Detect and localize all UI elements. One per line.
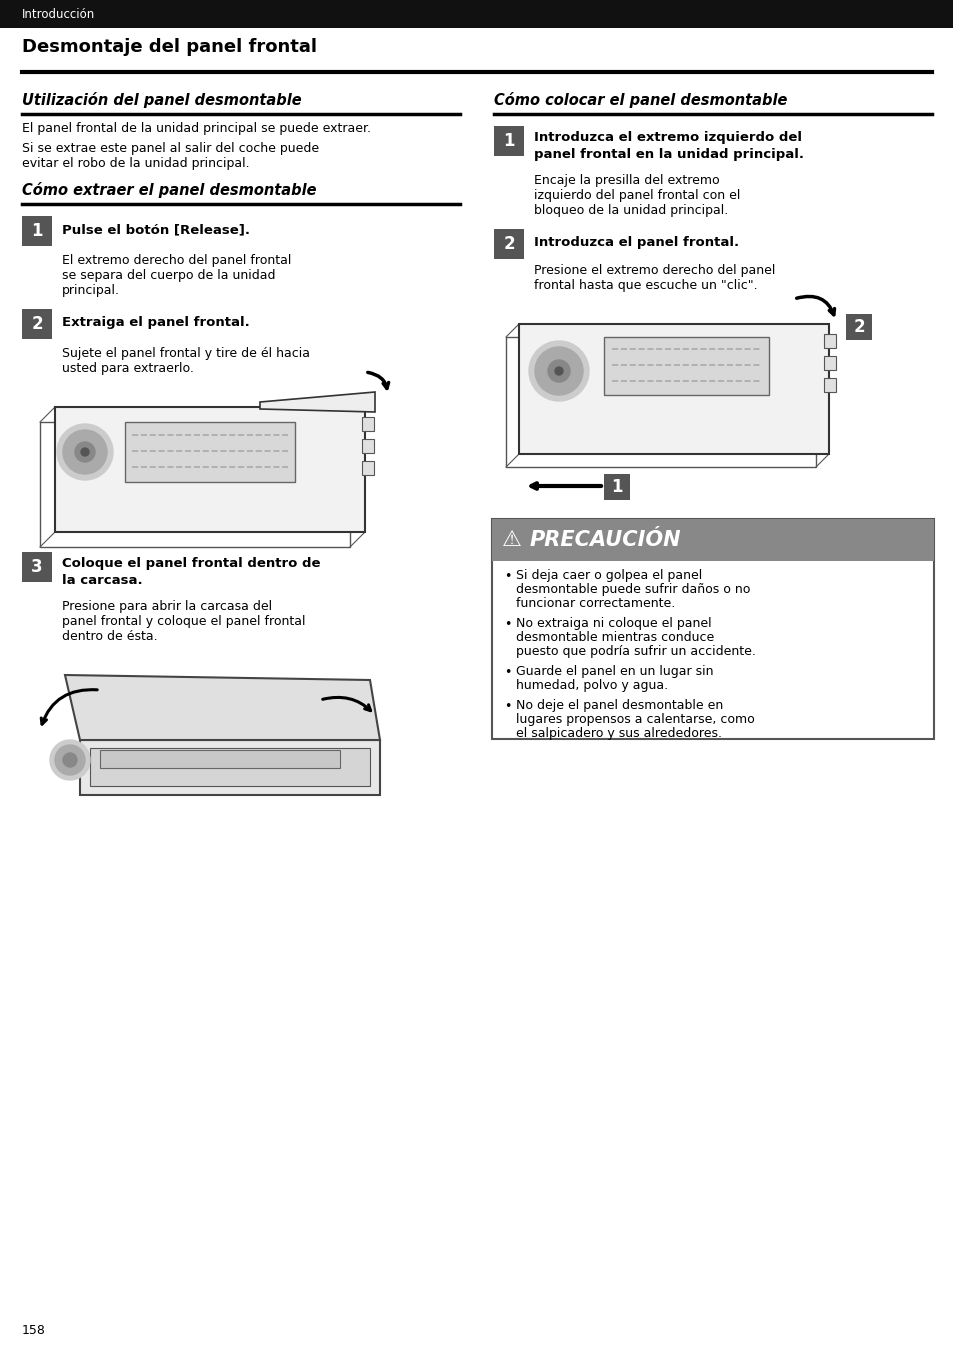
Circle shape <box>81 448 89 456</box>
Text: lugares propensos a calentarse, como: lugares propensos a calentarse, como <box>516 713 754 726</box>
Text: 1: 1 <box>503 132 515 150</box>
Text: PRECAUCIÓN: PRECAUCIÓN <box>530 530 680 550</box>
Circle shape <box>75 442 95 462</box>
Text: Guarde el panel en un lugar sin: Guarde el panel en un lugar sin <box>516 665 713 677</box>
Bar <box>80 740 379 795</box>
Text: bloqueo de la unidad principal.: bloqueo de la unidad principal. <box>534 204 727 218</box>
Text: funcionar correctamente.: funcionar correctamente. <box>516 598 675 610</box>
Bar <box>518 324 828 454</box>
Text: Presione el extremo derecho del panel: Presione el extremo derecho del panel <box>534 264 775 277</box>
Bar <box>0 0 953 28</box>
Text: desmontable puede sufrir daños o no: desmontable puede sufrir daños o no <box>516 583 750 596</box>
Text: Cómo extraer el panel desmontable: Cómo extraer el panel desmontable <box>22 183 316 197</box>
Bar <box>494 126 523 155</box>
Text: 1: 1 <box>611 479 622 496</box>
Polygon shape <box>260 392 375 412</box>
Circle shape <box>57 425 112 480</box>
Text: Desmontaje del panel frontal: Desmontaje del panel frontal <box>22 38 316 55</box>
Text: Extraiga el panel frontal.: Extraiga el panel frontal. <box>62 316 250 329</box>
Circle shape <box>555 366 562 375</box>
Text: Utilización del panel desmontable: Utilización del panel desmontable <box>22 92 301 108</box>
Text: principal.: principal. <box>62 284 120 297</box>
Bar <box>90 748 370 786</box>
Text: Sujete el panel frontal y tire de él hacia: Sujete el panel frontal y tire de él hac… <box>62 347 310 360</box>
Text: •: • <box>503 667 511 679</box>
Bar <box>100 750 339 768</box>
Text: evitar el robo de la unidad principal.: evitar el robo de la unidad principal. <box>22 157 250 170</box>
Text: frontal hasta que escuche un "clic".: frontal hasta que escuche un "clic". <box>534 279 757 292</box>
Text: 1: 1 <box>31 222 43 241</box>
Text: •: • <box>503 700 511 713</box>
Text: 158: 158 <box>22 1324 46 1337</box>
Bar <box>603 337 768 395</box>
Bar <box>361 439 374 453</box>
Bar <box>823 356 835 370</box>
Text: El panel frontal de la unidad principal se puede extraer.: El panel frontal de la unidad principal … <box>22 122 371 135</box>
Bar <box>361 461 374 475</box>
Polygon shape <box>65 675 379 740</box>
Text: Coloque el panel frontal dentro de: Coloque el panel frontal dentro de <box>62 557 320 571</box>
Text: 3: 3 <box>31 558 43 576</box>
Text: panel frontal en la unidad principal.: panel frontal en la unidad principal. <box>534 147 803 161</box>
Text: Si deja caer o golpea el panel: Si deja caer o golpea el panel <box>516 569 701 581</box>
Text: Introduzca el panel frontal.: Introduzca el panel frontal. <box>534 237 739 249</box>
Text: la carcasa.: la carcasa. <box>62 575 143 587</box>
Bar <box>823 334 835 347</box>
Text: Encaje la presilla del extremo: Encaje la presilla del extremo <box>534 174 719 187</box>
Text: desmontable mientras conduce: desmontable mientras conduce <box>516 631 714 644</box>
Circle shape <box>535 347 582 395</box>
Text: •: • <box>503 618 511 631</box>
Bar <box>40 422 350 548</box>
Text: Introduzca el extremo izquierdo del: Introduzca el extremo izquierdo del <box>534 131 801 145</box>
Circle shape <box>529 341 588 402</box>
Text: el salpicadero y sus alrededores.: el salpicadero y sus alrededores. <box>516 727 721 740</box>
Bar <box>22 216 52 246</box>
Text: ⚠: ⚠ <box>501 530 521 550</box>
Bar <box>505 337 815 466</box>
Text: Pulse el botón [Release].: Pulse el botón [Release]. <box>62 223 250 237</box>
Circle shape <box>50 740 90 780</box>
Text: 2: 2 <box>502 235 515 253</box>
Text: Si se extrae este panel al salir del coche puede: Si se extrae este panel al salir del coc… <box>22 142 319 155</box>
Bar <box>492 519 933 740</box>
Text: puesto que podría sufrir un accidente.: puesto que podría sufrir un accidente. <box>516 645 755 658</box>
Text: panel frontal y coloque el panel frontal: panel frontal y coloque el panel frontal <box>62 615 305 627</box>
Bar <box>55 407 365 531</box>
Bar <box>492 519 933 561</box>
Text: •: • <box>503 571 511 583</box>
Text: No extraiga ni coloque el panel: No extraiga ni coloque el panel <box>516 617 711 630</box>
Text: se separa del cuerpo de la unidad: se separa del cuerpo de la unidad <box>62 269 275 283</box>
Text: Cómo colocar el panel desmontable: Cómo colocar el panel desmontable <box>494 92 786 108</box>
Text: Presione para abrir la carcasa del: Presione para abrir la carcasa del <box>62 600 272 612</box>
Bar <box>22 310 52 339</box>
Text: izquierdo del panel frontal con el: izquierdo del panel frontal con el <box>534 189 740 201</box>
Bar <box>603 475 629 500</box>
Text: El extremo derecho del panel frontal: El extremo derecho del panel frontal <box>62 254 291 266</box>
Bar <box>494 228 523 260</box>
Text: dentro de ésta.: dentro de ésta. <box>62 630 157 644</box>
Bar <box>823 379 835 392</box>
Bar <box>361 416 374 431</box>
Bar <box>22 552 52 581</box>
Circle shape <box>55 745 85 775</box>
Text: humedad, polvo y agua.: humedad, polvo y agua. <box>516 679 667 692</box>
Circle shape <box>547 360 569 383</box>
Bar <box>845 314 871 339</box>
Text: No deje el panel desmontable en: No deje el panel desmontable en <box>516 699 722 713</box>
Text: 2: 2 <box>31 315 43 333</box>
Text: 2: 2 <box>852 318 864 337</box>
Text: usted para extraerlo.: usted para extraerlo. <box>62 362 193 375</box>
Text: Introducción: Introducción <box>22 8 95 20</box>
Bar <box>125 422 294 483</box>
Circle shape <box>63 430 107 475</box>
Circle shape <box>63 753 77 767</box>
